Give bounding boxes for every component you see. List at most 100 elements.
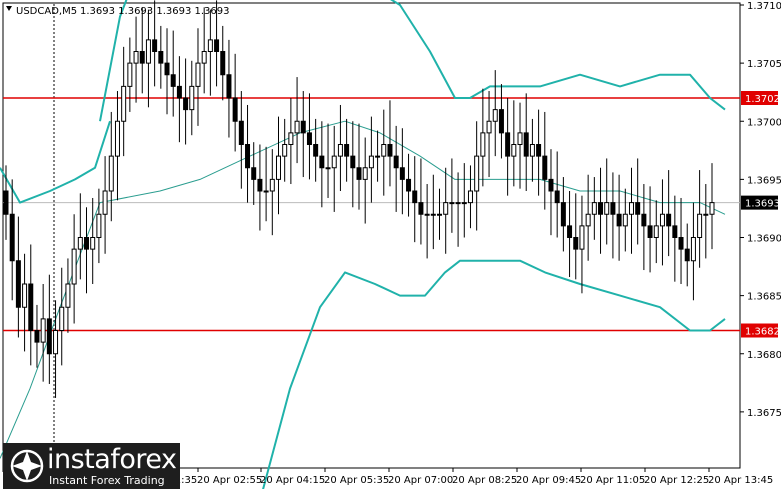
- candle-body: [127, 62, 133, 87]
- candle-body: [542, 155, 548, 180]
- candle-body: [412, 190, 418, 204]
- candle-body: [337, 144, 343, 157]
- candle-body: [139, 51, 145, 64]
- dropdown-triangle-icon[interactable]: [6, 6, 12, 11]
- candle-body: [313, 144, 319, 157]
- candle-body: [375, 155, 381, 158]
- x-tick-label: 20 Apr 09:45: [516, 475, 581, 486]
- candle-body: [362, 167, 368, 180]
- current-price-label: 1.3693: [745, 199, 780, 210]
- price-labels: 1.3702 1.3682 1.3693: [741, 91, 780, 338]
- y-tick-label: 1.3695: [747, 175, 781, 186]
- level-label: 1.3682: [745, 327, 780, 338]
- x-tick-label: 20 Apr 05:35: [324, 475, 389, 486]
- y-tick-label: 1.3685: [747, 292, 781, 303]
- x-tick-label: 20 Apr 12:25: [644, 475, 709, 486]
- candle-body: [207, 39, 213, 52]
- moving-average: [0, 120, 726, 459]
- candle-body: [443, 202, 449, 215]
- candle-body: [567, 225, 573, 238]
- candle-body: [325, 167, 331, 170]
- bollinger-bands: [0, 0, 726, 489]
- candle-body: [65, 283, 71, 308]
- candle-body: [517, 132, 523, 145]
- candle-body: [697, 213, 703, 238]
- chart-header: USDCAD,M5 1.3693 1.3693 1.3693 1.3693: [6, 6, 230, 17]
- candle-body: [226, 74, 232, 99]
- candle-body: [232, 97, 238, 122]
- candle-body: [610, 202, 616, 215]
- y-tick-label: 1.3675: [747, 408, 781, 419]
- candle-body: [678, 237, 684, 250]
- candle-body: [703, 213, 709, 216]
- candle-body: [170, 74, 176, 87]
- candle-body: [480, 132, 486, 157]
- level-label: 1.3702: [745, 94, 780, 105]
- candle-body: [709, 202, 715, 215]
- candle-body: [108, 155, 114, 192]
- candle-body: [183, 97, 189, 111]
- candle-body: [647, 225, 653, 238]
- logo-name: instaforex: [47, 444, 177, 475]
- candle-body: [195, 62, 201, 87]
- candle-body: [387, 144, 393, 157]
- candle-body: [356, 167, 362, 180]
- candle-body: [579, 225, 585, 250]
- candle-body: [257, 178, 263, 192]
- candle-body: [659, 213, 665, 227]
- candle-body: [548, 178, 554, 192]
- candle-body: [158, 51, 164, 64]
- candle-body: [90, 237, 96, 250]
- candle-body: [536, 144, 542, 157]
- candle-body: [189, 85, 195, 111]
- candle-body: [133, 51, 139, 64]
- x-tick-label: 20 Apr 13:45: [708, 475, 773, 486]
- candle-body: [598, 202, 604, 215]
- candle-body: [455, 202, 461, 205]
- candle-body: [511, 144, 517, 157]
- candle-body: [498, 109, 504, 134]
- symbol-label: USDCAD,M5: [16, 6, 77, 17]
- candle-body: [71, 248, 77, 285]
- candle-body: [22, 283, 28, 308]
- candle-body: [282, 144, 288, 157]
- candle-body: [604, 202, 610, 215]
- candle-body: [53, 330, 59, 355]
- lower-band-line: [262, 259, 726, 489]
- candle-body: [102, 190, 108, 215]
- candle-body: [622, 213, 628, 227]
- plot-area: [2, 2, 741, 469]
- candle-body: [294, 120, 300, 134]
- instaforex-emblem-icon: [10, 449, 44, 483]
- candle-body: [616, 213, 622, 227]
- ma-line: [0, 120, 726, 459]
- candle-body: [591, 202, 597, 215]
- candle-body: [474, 155, 480, 192]
- candle-body: [684, 248, 690, 262]
- candle-body: [449, 202, 455, 205]
- candle-body: [492, 109, 498, 122]
- y-axis: 1.3710 1.3705 1.3700 1.3695 1.3690 1.3685 1.36…: [740, 1, 781, 419]
- y-tick-label: 1.3690: [747, 234, 781, 245]
- candle-body: [164, 62, 170, 76]
- candle-body: [300, 120, 306, 134]
- candle-body: [201, 51, 207, 64]
- current-price-label-bg: [741, 195, 778, 210]
- candle-body: [40, 318, 46, 343]
- x-tick-label: 20 Apr 04:15: [260, 475, 325, 486]
- candle-body: [275, 155, 281, 180]
- candle-body: [152, 39, 158, 52]
- candle-body: [251, 167, 257, 180]
- candle-body: [288, 132, 294, 145]
- candle-body: [96, 213, 102, 238]
- x-tick-label: 20 Apr 07:00: [388, 475, 453, 486]
- x-tick-label: 20 Apr 02:55: [197, 475, 262, 486]
- candle-body: [628, 202, 634, 215]
- candle-body: [214, 39, 220, 52]
- candle-body: [306, 132, 312, 145]
- candle-body: [641, 213, 647, 227]
- candle-body: [84, 237, 90, 250]
- candle-body: [331, 155, 337, 169]
- candle-body: [560, 202, 566, 227]
